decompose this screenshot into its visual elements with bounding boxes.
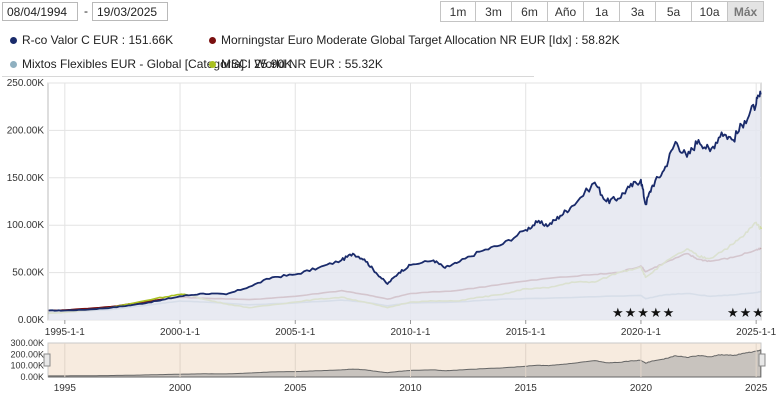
legend-marker-icon — [209, 36, 216, 44]
range-10y-button[interactable]: 10a — [692, 1, 728, 22]
navigator-x-tick-label: 1995 — [54, 383, 77, 394]
range-3m-button[interactable]: 3m — [476, 1, 512, 22]
time-range-selector: 1m 3m 6m Año 1a 3a 5a 10a Máx — [440, 1, 764, 22]
legend-label: R-co Valor C EUR : 151.66K — [22, 33, 174, 47]
navigator-x-tick-label: 2000 — [169, 383, 192, 394]
legend-marker-icon — [10, 60, 17, 68]
x-tick-label: 2015-1-1 — [506, 327, 546, 338]
y-tick-label: 50.00K — [12, 268, 44, 279]
navigator-x-tick-label: 2010 — [399, 383, 422, 394]
range-ytd-button[interactable]: Año — [548, 1, 584, 22]
rating-stars-five: ★★★★★ — [612, 305, 675, 320]
rating-stars-three: ★★★ — [727, 305, 765, 320]
legend-marker-icon — [209, 60, 216, 68]
navigator-x-tick-label: 2020 — [630, 383, 653, 394]
legend-item-rco-valor[interactable]: R-co Valor C EUR : 151.66K — [10, 33, 173, 47]
navigator-y-tick-label: 300.00K — [10, 338, 44, 348]
y-tick-label: 250.00K — [7, 78, 45, 89]
legend-item-mixtos-flexibles[interactable]: Mixtos Flexibles EUR - Global [Categoría… — [10, 57, 292, 71]
y-tick-label: 0.00K — [18, 315, 44, 326]
y-tick-label: 200.00K — [7, 125, 45, 136]
range-max-button[interactable]: Máx — [728, 1, 764, 22]
range-3y-button[interactable]: 3a — [620, 1, 656, 22]
y-tick-label: 150.00K — [7, 173, 45, 184]
navigator-series — [48, 349, 762, 378]
navigator-x-tick-label: 2025 — [745, 383, 768, 394]
series-line-1[interactable] — [48, 90, 762, 312]
navigator-left-handle[interactable] — [43, 353, 51, 367]
navigator-right-handle[interactable] — [758, 353, 766, 367]
range-1m-button[interactable]: 1m — [440, 1, 476, 22]
x-tick-label: 2025-1-1 — [736, 327, 776, 338]
navigator-y-tick-label: 200.00K — [10, 349, 44, 359]
range-5y-button[interactable]: 5a — [656, 1, 692, 22]
legend-item-msci-world[interactable]: MSCI World NR EUR : 55.32K — [209, 57, 383, 71]
date-range-separator: - — [84, 4, 88, 18]
legend-item-morningstar-index[interactable]: Morningstar Euro Moderate Global Target … — [209, 33, 620, 47]
legend-label: Morningstar Euro Moderate Global Target … — [221, 33, 620, 47]
x-tick-label: 1995-1-1 — [45, 327, 85, 338]
range-1y-button[interactable]: 1a — [584, 1, 620, 22]
series-area-1 — [48, 91, 761, 320]
navigator-y-tick-label: 0.00K — [20, 372, 44, 382]
x-tick-label: 2005-1-1 — [275, 327, 315, 338]
end-date-input[interactable]: 19/03/2025 — [92, 2, 168, 21]
navigator-y-tick-label: 100.00K — [10, 361, 44, 371]
x-tick-label: 2010-1-1 — [390, 327, 430, 338]
chart-legend: R-co Valor C EUR : 151.66K Morningstar E… — [2, 28, 620, 77]
navigator-x-tick-label: 2015 — [515, 383, 538, 394]
x-tick-label: 2000-1-1 — [160, 327, 200, 338]
y-tick-label: 100.00K — [7, 220, 45, 231]
legend-marker-icon — [10, 36, 17, 44]
range-6m-button[interactable]: 6m — [512, 1, 548, 22]
legend-label: MSCI World NR EUR : 55.32K — [221, 57, 383, 71]
x-tick-label: 2020-1-1 — [621, 327, 661, 338]
start-date-input[interactable]: 08/04/1994 — [2, 2, 78, 21]
navigator-x-tick-label: 2005 — [284, 383, 307, 394]
legend-label: Mixtos Flexibles EUR - Global [Categoría… — [22, 57, 293, 71]
